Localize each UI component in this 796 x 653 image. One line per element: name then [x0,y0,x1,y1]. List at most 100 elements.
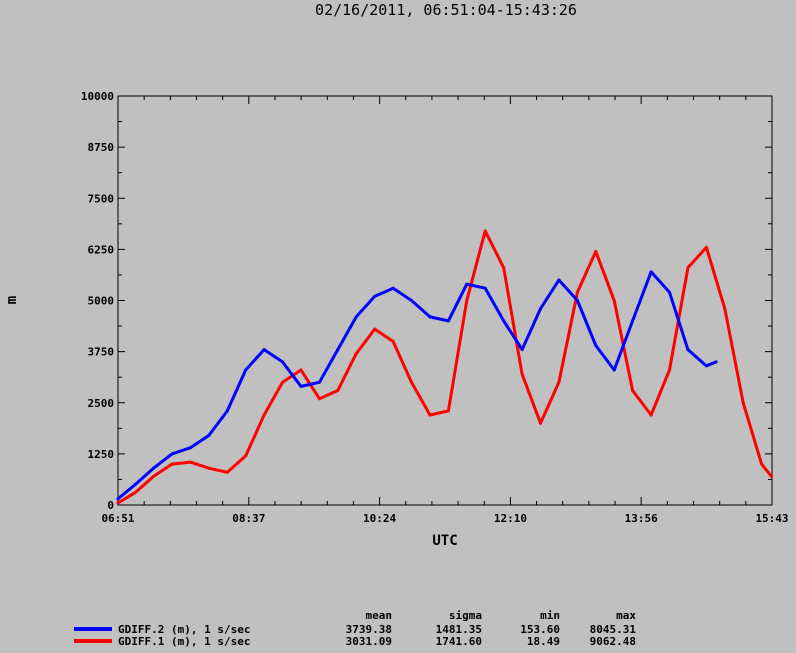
data-point [188,446,192,450]
data-point [612,368,616,372]
data-point [152,466,155,470]
y-tick-label: 6250 [88,243,115,256]
series-layer [116,229,773,505]
y-tick-label: 10000 [81,90,114,103]
data-point [207,434,211,437]
data-point [317,397,321,401]
data-point [262,413,266,417]
stat-value: 1741.60 [436,635,482,648]
data-point [354,315,358,319]
data-point [391,286,395,290]
x-tick-label: 15:43 [755,512,788,525]
data-point [299,384,303,388]
data-point [207,466,211,470]
y-tick-label: 8750 [88,141,115,154]
data-point [410,380,413,384]
y-tick-label: 2500 [88,397,115,410]
data-point [594,344,598,347]
stat-header: mean [366,609,393,622]
plot-area [117,95,773,506]
data-point [188,460,192,464]
y-tick-label: 5000 [88,295,115,308]
data-point [668,368,671,372]
data-point [225,470,229,474]
data-point [631,319,635,323]
y-tick-label: 0 [107,499,114,512]
stat-value: 9062.48 [590,635,636,648]
data-point [391,339,395,343]
data-point [520,348,524,352]
x-tick-label: 08:37 [232,512,265,525]
x-axis: 06:51 08:37 10:24 12:10 13:56 15:43 [101,96,789,525]
legend-label: GDIFF.2 (m), 1 s/sec [118,623,250,636]
data-point [317,380,321,384]
data-point [465,299,469,302]
data-point [760,462,764,466]
data-point [373,327,377,331]
legend-label: GDIFF.1 (m), 1 s/sec [118,635,250,648]
data-point [483,229,487,233]
data-point [299,368,303,372]
data-point [133,491,137,495]
y-axis: 0 1250 2500 3750 5000 6250 7500 8750 10000 [81,90,772,512]
data-point [723,307,727,311]
data-point [244,454,248,458]
data-point [686,348,690,352]
data-point [770,474,773,478]
data-point [575,290,579,294]
x-tick-label: 06:51 [101,512,134,525]
stat-header: max [616,609,636,622]
data-point [686,266,690,270]
data-point [446,409,450,413]
data-point [539,307,542,311]
data-point [152,474,155,478]
stat-value: 8045.31 [590,623,637,636]
data-point [520,372,524,376]
data-point [336,389,340,392]
data-point [281,360,284,364]
data-point [557,380,561,384]
data-point [373,294,377,298]
data-point [410,299,413,302]
data-point [483,286,487,290]
chart-title: 02/16/2011, 06:51:04-15:43:26 [315,1,577,19]
x-tick-label: 12:10 [494,512,527,525]
data-point [170,462,174,466]
data-point [281,380,284,384]
data-point [649,270,653,274]
data-point [631,389,635,392]
data-point [704,245,708,249]
data-point [502,266,506,270]
data-point [244,368,248,372]
legend: mean sigma min max GDIFF.2 (m), 1 s/sec 3739.… [74,609,636,648]
data-point [225,409,229,413]
data-point [612,299,616,302]
data-point [649,413,653,417]
x-tick-label: 13:56 [625,512,658,525]
data-point [557,278,561,282]
data-point [428,315,432,319]
stat-value: 18.49 [527,635,560,648]
data-point [116,497,120,501]
y-tick-label: 3750 [88,346,115,359]
y-axis-title: m [4,296,20,304]
stat-value: 153.60 [520,623,560,636]
data-point [539,421,542,425]
data-point [668,290,671,294]
stat-value: 3031.09 [346,635,392,648]
data-point [116,501,120,505]
data-point [262,348,266,352]
data-point [446,319,450,323]
data-point [465,282,469,286]
stat-header: sigma [449,609,482,622]
series-line-0 [116,270,717,501]
data-point [704,364,708,368]
y-tick-label: 7500 [88,192,115,205]
y-tick-label: 1250 [88,448,115,461]
data-point [714,360,718,364]
data-point [354,352,358,356]
data-point [594,249,598,253]
data-point [502,319,506,323]
stat-header: min [540,609,560,622]
